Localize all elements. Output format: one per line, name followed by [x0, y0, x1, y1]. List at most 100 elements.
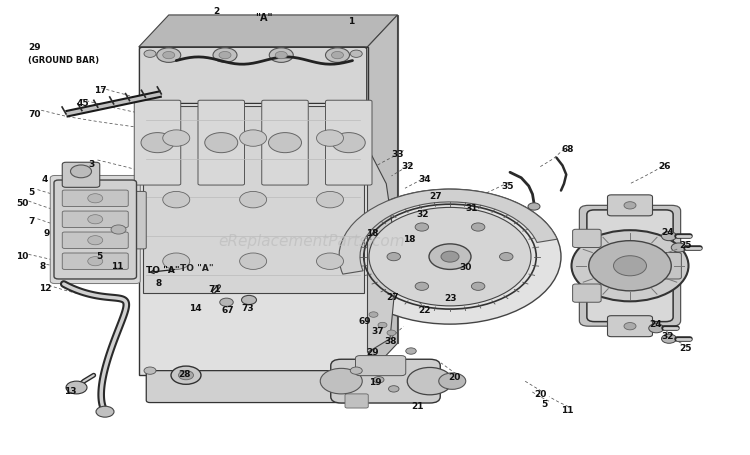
FancyBboxPatch shape — [142, 107, 364, 293]
Text: 32: 32 — [401, 162, 414, 171]
FancyBboxPatch shape — [331, 359, 440, 403]
Circle shape — [213, 49, 237, 63]
Text: 9: 9 — [44, 229, 50, 238]
Text: 73: 73 — [242, 303, 254, 313]
Text: 25: 25 — [679, 240, 692, 249]
Circle shape — [387, 330, 396, 336]
Circle shape — [144, 51, 156, 58]
Text: 4: 4 — [41, 175, 48, 184]
Circle shape — [269, 49, 293, 63]
Circle shape — [662, 334, 676, 344]
FancyBboxPatch shape — [62, 212, 128, 228]
FancyBboxPatch shape — [608, 316, 652, 337]
Circle shape — [369, 208, 531, 306]
FancyBboxPatch shape — [608, 196, 652, 217]
FancyBboxPatch shape — [146, 371, 360, 403]
Text: "A": "A" — [255, 13, 273, 23]
FancyBboxPatch shape — [262, 101, 308, 186]
Circle shape — [649, 324, 664, 333]
Circle shape — [163, 52, 175, 60]
Text: 20: 20 — [534, 389, 546, 398]
Circle shape — [572, 231, 688, 302]
Circle shape — [163, 253, 190, 270]
Circle shape — [624, 323, 636, 330]
FancyBboxPatch shape — [586, 210, 674, 322]
FancyBboxPatch shape — [198, 101, 244, 186]
Text: 8: 8 — [156, 278, 162, 288]
Text: 20: 20 — [448, 372, 460, 381]
Text: 68: 68 — [561, 145, 574, 154]
Circle shape — [163, 131, 190, 147]
FancyBboxPatch shape — [50, 176, 140, 284]
Text: 23: 23 — [444, 293, 457, 303]
Circle shape — [339, 190, 561, 324]
Circle shape — [96, 406, 114, 417]
Polygon shape — [139, 48, 368, 375]
FancyBboxPatch shape — [62, 253, 128, 270]
Text: 26: 26 — [658, 162, 671, 171]
Text: 32: 32 — [662, 331, 674, 340]
Text: 38: 38 — [384, 336, 397, 345]
Text: 71: 71 — [209, 284, 221, 293]
FancyBboxPatch shape — [62, 191, 128, 207]
Text: 50: 50 — [16, 199, 28, 208]
Text: 27: 27 — [429, 191, 442, 200]
Text: 18: 18 — [366, 229, 379, 238]
Circle shape — [316, 131, 344, 147]
Text: 25: 25 — [679, 344, 692, 353]
Circle shape — [441, 252, 459, 263]
Circle shape — [111, 226, 126, 235]
Wedge shape — [339, 190, 557, 274]
Circle shape — [326, 49, 350, 63]
Circle shape — [320, 369, 362, 394]
Text: 19: 19 — [369, 377, 382, 386]
FancyBboxPatch shape — [573, 284, 602, 303]
Text: 27: 27 — [386, 292, 399, 301]
FancyBboxPatch shape — [54, 181, 136, 279]
FancyBboxPatch shape — [134, 101, 181, 186]
FancyBboxPatch shape — [345, 394, 368, 408]
Text: 34: 34 — [419, 175, 431, 184]
Circle shape — [163, 192, 190, 208]
Circle shape — [350, 51, 362, 58]
Circle shape — [220, 298, 233, 307]
Circle shape — [268, 133, 302, 153]
Circle shape — [500, 253, 513, 261]
Circle shape — [316, 253, 344, 270]
Text: 22: 22 — [419, 305, 431, 314]
Circle shape — [66, 381, 87, 394]
Text: 7: 7 — [28, 216, 34, 225]
Text: 33: 33 — [392, 149, 404, 158]
Text: 5: 5 — [96, 252, 102, 261]
Circle shape — [387, 253, 400, 261]
Circle shape — [406, 348, 416, 354]
Text: 45: 45 — [76, 98, 89, 107]
Circle shape — [88, 215, 103, 224]
Circle shape — [624, 202, 636, 209]
Text: 24: 24 — [649, 319, 662, 329]
Circle shape — [157, 49, 181, 63]
Circle shape — [240, 253, 267, 270]
Circle shape — [178, 371, 194, 380]
Text: 10: 10 — [16, 252, 28, 261]
Circle shape — [416, 283, 429, 291]
Text: 11: 11 — [111, 262, 124, 271]
FancyBboxPatch shape — [62, 163, 100, 188]
Polygon shape — [169, 16, 398, 344]
Circle shape — [88, 236, 103, 245]
Text: 24: 24 — [662, 228, 674, 237]
Circle shape — [88, 194, 103, 203]
Text: 5: 5 — [28, 187, 34, 197]
Circle shape — [439, 373, 466, 389]
Circle shape — [369, 312, 378, 318]
Text: 31: 31 — [465, 203, 478, 212]
Circle shape — [240, 131, 267, 147]
Circle shape — [589, 241, 671, 291]
Circle shape — [662, 232, 676, 241]
Circle shape — [388, 386, 399, 392]
Text: 67: 67 — [221, 306, 234, 315]
FancyBboxPatch shape — [356, 356, 406, 376]
Text: eReplacementParts.com: eReplacementParts.com — [218, 234, 404, 248]
Text: (GROUND BAR): (GROUND BAR) — [28, 56, 100, 65]
Circle shape — [407, 368, 452, 395]
